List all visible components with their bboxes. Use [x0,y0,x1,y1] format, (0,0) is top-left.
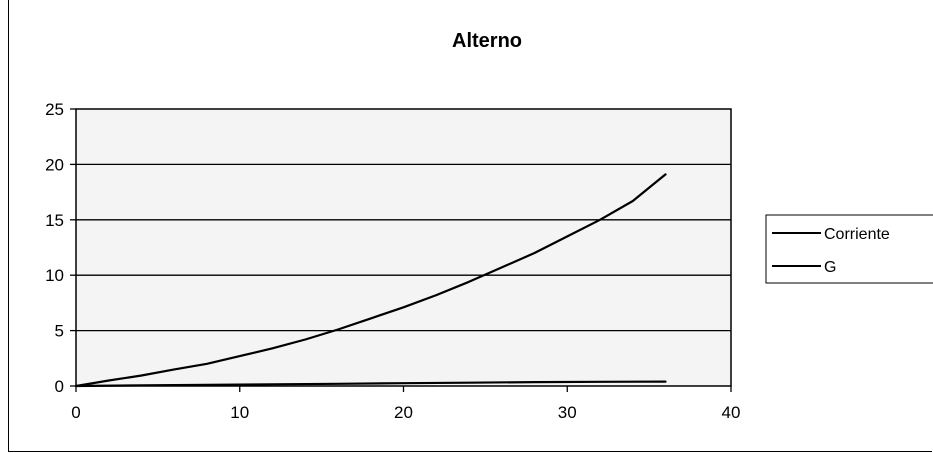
chart-frame: Alterno 0 5 10 15 20 25 0 10 20 30 40 Corriente G [8,0,933,452]
x-tick-label-0: 0 [71,403,80,422]
series-lines [74,173,667,388]
line-chart: Alterno 0 5 10 15 20 25 0 10 20 30 40 Corriente G [45,30,933,422]
legend-label-g: G [824,259,836,276]
y-tick-label-0: 0 [55,377,64,396]
y-axis: 0 5 10 15 20 25 [45,100,76,396]
plot-area [75,108,732,387]
chart-title: Alterno [452,30,522,52]
x-axis: 0 10 20 30 40 [71,386,740,422]
y-tick-label-20: 20 [45,155,64,174]
legend-box [765,214,933,284]
gridlines [76,163,731,332]
legend-label-corriente: Corriente [824,226,890,243]
y-tick-label-15: 15 [45,211,64,230]
y-tick-label-25: 25 [45,100,64,119]
legend: Corriente G [765,214,933,284]
series-line-g [74,380,667,388]
y-tick-label-10: 10 [45,266,64,285]
x-tick-label-30: 30 [558,403,577,422]
x-tick-label-20: 20 [394,403,413,422]
y-tick-label-5: 5 [55,322,64,341]
x-tick-label-40: 40 [722,403,741,422]
series-line-corriente [74,173,667,388]
x-tick-label-10: 10 [230,403,249,422]
